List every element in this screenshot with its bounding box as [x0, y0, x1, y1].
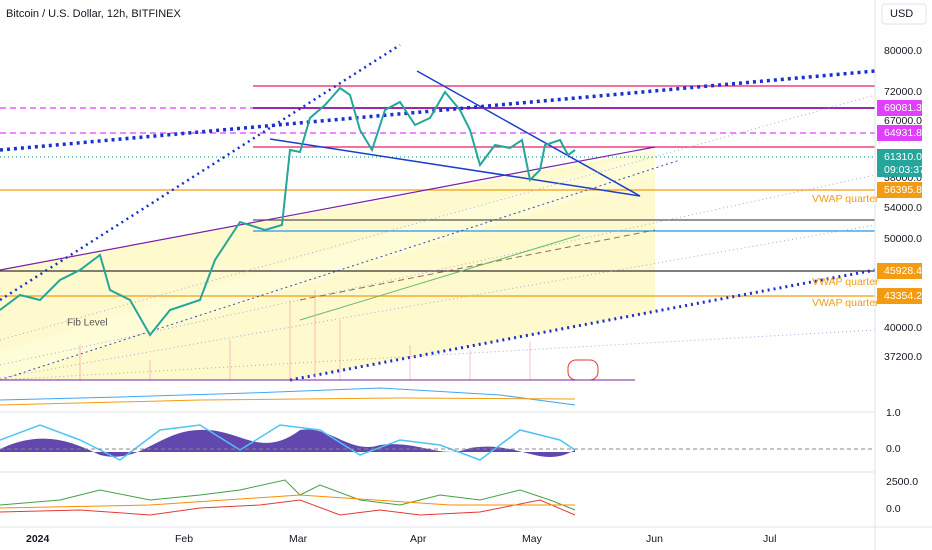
indicator-2b — [0, 424, 576, 461]
fib-label: Fib Level — [67, 318, 108, 329]
time-label: Jul — [763, 533, 776, 545]
indicator-1b — [0, 397, 576, 406]
vwap-label: VWAP quarter — [812, 297, 879, 309]
indicator-1 — [0, 387, 576, 406]
time-label: Feb — [175, 533, 193, 545]
event-icon — [567, 359, 599, 381]
price-label: 80000.0 — [884, 45, 922, 57]
price-tag — [877, 288, 922, 304]
price-tag-label: 64931.8 — [884, 127, 922, 139]
price-label: 67000.0 — [884, 115, 922, 127]
pane-label: 0.0 — [886, 443, 901, 455]
time-label: Mar — [289, 533, 308, 545]
trend-lines — [0, 43, 876, 382]
time-label: 2024 — [26, 533, 50, 545]
price-tag-label: 61310.0 — [884, 151, 922, 163]
levels — [0, 85, 875, 297]
price-label: 50000.0 — [884, 233, 922, 245]
price-tag — [877, 100, 922, 116]
pane-label: 0.0 — [886, 503, 901, 515]
price-label: 40000.0 — [884, 322, 922, 334]
currency-button[interactable] — [881, 3, 927, 25]
price-tag — [877, 149, 922, 177]
price-tag-label: 43354.2 — [884, 290, 922, 302]
price-tag-label: 69081.3 — [884, 102, 922, 114]
time-label: Jun — [646, 533, 663, 545]
indicator-3b — [0, 499, 576, 516]
indicator-2 — [0, 429, 575, 458]
time-label: Apr — [410, 533, 427, 545]
price-label: 37200.0 — [884, 351, 922, 363]
price-tag-label: 56395.8 — [884, 184, 922, 196]
price-label: 54000.0 — [884, 202, 922, 214]
price-tag-label: 45928.4 — [884, 265, 922, 277]
indicator-3 — [0, 479, 576, 511]
vwap-label: VWAP quarter — [812, 193, 879, 205]
channel — [0, 150, 655, 380]
price-label: 72000.0 — [884, 86, 922, 98]
vwap-label: VWAP quarter — [812, 276, 879, 288]
pane-label: 2500.0 — [886, 476, 918, 488]
price-tag — [877, 125, 922, 141]
currency[interactable]: USD — [890, 8, 913, 20]
pane-label: 1.0 — [886, 407, 901, 419]
time-label: May — [522, 533, 543, 545]
countdown: 09:03:37 — [884, 164, 925, 176]
price-line — [0, 86, 576, 337]
price-tag — [877, 182, 922, 198]
chart-title: Bitcoin / U.S. Dollar, 12h, BITFINEX — [6, 8, 182, 20]
price-tag — [877, 263, 922, 279]
indicator-3c — [0, 494, 575, 509]
volume — [79, 290, 531, 380]
